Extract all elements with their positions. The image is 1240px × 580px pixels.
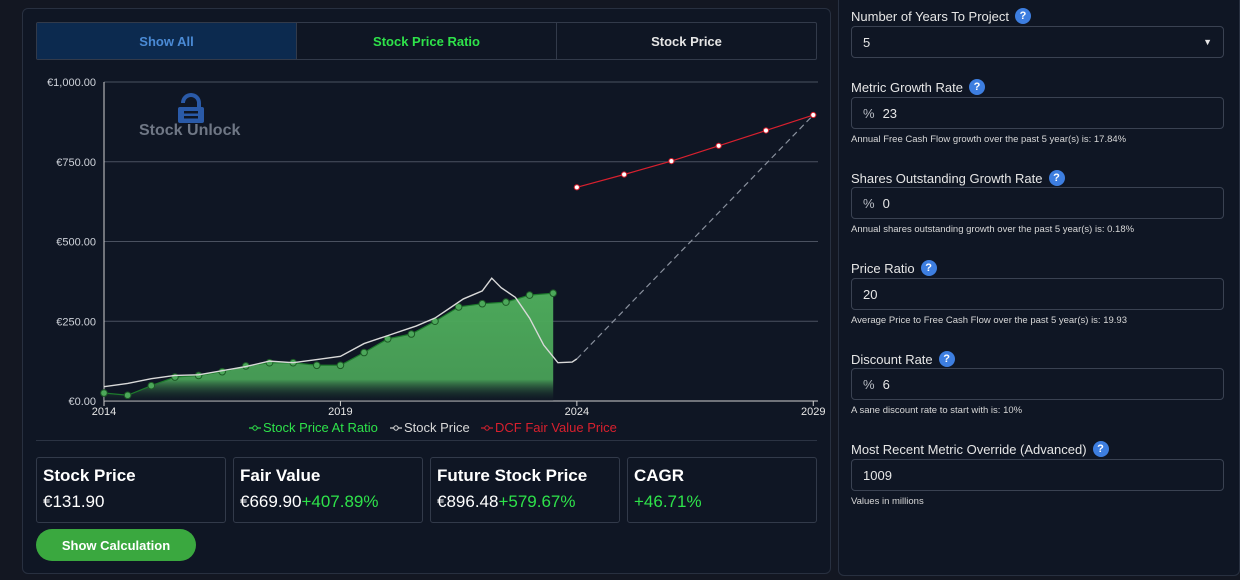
stat-fair-value: Fair Value €669.90+407.89% [233, 457, 423, 523]
ratio-point [147, 381, 156, 390]
ratio-area-fill [104, 293, 554, 401]
ratio-point [525, 291, 534, 299]
x-tick-label: 2019 [328, 406, 352, 418]
shares-hint: Annual shares outstanding growth over th… [851, 224, 1135, 235]
growth-label: Metric Growth Rate ? [851, 79, 985, 95]
legend-label: Stock Price [404, 420, 470, 435]
help-icon[interactable]: ? [1092, 441, 1109, 457]
chart-tabs: Show All Stock Price Ratio Stock Price [36, 22, 817, 60]
y-tick-label: €500.00 [56, 237, 96, 249]
x-tick-label: 2014 [92, 406, 116, 418]
ratio-point [502, 298, 510, 306]
stat-cagr: CAGR +46.71% [627, 457, 817, 523]
dcf-point [715, 142, 722, 149]
growth-hint: Annual Free Cash Flow growth over the pa… [851, 134, 1127, 145]
help-icon[interactable]: ? [1015, 8, 1032, 24]
y-tick-label: €1,000.00 [47, 77, 96, 89]
stock-price-line [103, 277, 578, 388]
ratio-point [100, 389, 108, 397]
stat-label: Future Stock Price [437, 466, 588, 485]
dcf-point [762, 127, 770, 134]
legend-swatch-point [393, 425, 399, 431]
projection-line [576, 114, 814, 360]
metric-override-input[interactable]: 1009 [851, 459, 1224, 491]
stat-value: €669.90+407.89% [240, 492, 379, 511]
ratio-point [454, 303, 463, 311]
ratio-point [312, 361, 321, 370]
override-hint: Values in millions [851, 496, 924, 507]
help-icon[interactable]: ? [920, 260, 937, 276]
divider [36, 440, 817, 441]
discount-label: Discount Rate ? [851, 351, 955, 367]
chart-area: €0.00 €250.00 €500.00 €750.00 €1,000.00 2014 2… [23, 69, 832, 439]
stat-label: Fair Value [240, 466, 321, 485]
chart-panel: Show All Stock Price Ratio Stock Price €… [22, 8, 831, 574]
x-tick-label: 2029 [801, 406, 825, 418]
logo-text: Stock Unlock [139, 122, 240, 139]
ratio-point [360, 348, 368, 357]
ratio-point [478, 299, 487, 308]
stock-unlock-logo: Stock Unlock [139, 93, 240, 139]
stat-future-stock-price: Future Stock Price €896.48+579.67% [430, 457, 620, 523]
price-chart: €0.00 €250.00 €500.00 €750.00 €1,000.00 2014 2… [47, 77, 825, 435]
stat-label: CAGR [634, 466, 685, 485]
chart-legend: Stock Price At Ratio Stock Price DCF Fair … [249, 420, 617, 435]
help-icon[interactable]: ? [1048, 170, 1065, 186]
ratio-label: Price Ratio ? [851, 260, 937, 276]
y-tick-label: €0.00 [68, 396, 96, 408]
y-tick-label: €750.00 [56, 157, 96, 169]
dcf-line [576, 114, 814, 188]
stat-value: €896.48+579.67% [437, 492, 576, 511]
lock-icon [178, 93, 204, 123]
ratio-hint: Average Price to Free Cash Flow over the… [851, 315, 1127, 326]
tab-stock-price-ratio[interactable]: Stock Price Ratio [297, 23, 557, 59]
caret-down-icon: ▼ [1203, 37, 1212, 47]
tab-stock-price[interactable]: Stock Price [651, 33, 722, 49]
override-label: Most Recent Metric Override (Advanced) ? [851, 441, 1109, 457]
shares-growth-input[interactable]: % 0 [851, 187, 1224, 219]
tab-show-all[interactable]: Show All [37, 23, 297, 59]
ratio-point [123, 391, 132, 400]
legend-label: Stock Price At Ratio [263, 420, 378, 435]
ratio-point [549, 289, 558, 297]
ratio-line [103, 292, 554, 396]
dcf-point [810, 111, 817, 119]
settings-panel: Number of Years To Project ? 5 ▼ Metric … [838, 0, 1240, 576]
dcf-point [668, 158, 675, 165]
price-ratio-input[interactable]: 20 [851, 278, 1224, 310]
ratio-point [336, 361, 345, 370]
growth-rate-input[interactable]: % 23 [851, 97, 1224, 129]
stat-value: €131.90 [43, 492, 105, 511]
discount-hint: A sane discount rate to start with is: 1… [851, 405, 1023, 416]
years-label: Number of Years To Project ? [851, 8, 1032, 24]
help-icon[interactable]: ? [968, 79, 985, 95]
stat-label: Stock Price [43, 466, 136, 485]
stat-stock-price: Stock Price €131.90 [36, 457, 226, 523]
years-select[interactable]: 5 ▼ [851, 26, 1224, 58]
legend-swatch-point [484, 425, 490, 431]
ratio-point [407, 330, 416, 338]
dcf-point [621, 171, 628, 178]
legend-swatch-point [252, 425, 258, 431]
help-icon[interactable]: ? [938, 351, 955, 367]
discount-rate-input[interactable]: % 6 [851, 368, 1224, 400]
stat-value: +46.71% [634, 492, 702, 511]
legend-label: DCF Fair Value Price [495, 420, 617, 435]
shares-label: Shares Outstanding Growth Rate ? [851, 170, 1065, 186]
ratio-point [265, 358, 274, 367]
x-tick-label: 2024 [565, 406, 589, 418]
dcf-point [573, 184, 580, 191]
show-calculation-button[interactable]: Show Calculation [36, 529, 196, 561]
y-tick-label: €250.00 [56, 316, 96, 328]
